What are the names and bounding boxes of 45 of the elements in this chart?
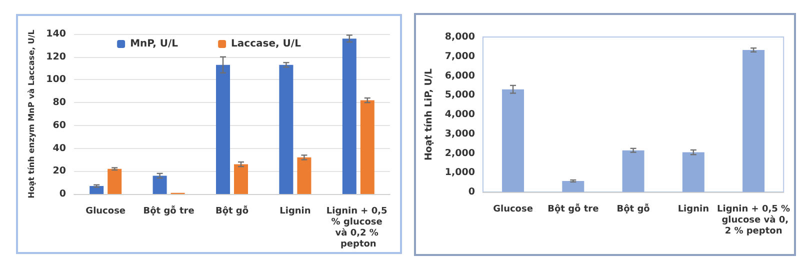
bar — [216, 64, 230, 194]
x-tick-label: Lignin + 0,5 % glucose và 0,2 % pepton — [716, 204, 790, 236]
bar — [622, 150, 644, 192]
y-tick-label: 0 — [59, 188, 66, 200]
y-tick-label: 6,000 — [444, 70, 476, 82]
bar — [502, 89, 524, 192]
bar — [279, 64, 294, 194]
y-tick-label: 3,000 — [444, 128, 476, 140]
y-tick-label: 140 — [46, 28, 66, 40]
y-tick-label: 7,000 — [444, 50, 476, 62]
x-tick-label: Lignin — [280, 206, 311, 216]
y-tick-label: 8,000 — [444, 32, 476, 42]
y-tick-label: 40 — [52, 142, 66, 154]
bar — [562, 180, 584, 192]
bar — [682, 152, 704, 192]
bar — [360, 100, 374, 194]
bar — [234, 164, 248, 194]
x-tick-label: Lignin + 0,5 % glucose và 0,2 % pepton — [326, 206, 390, 250]
x-tick-label: Bột gỗ tre — [143, 206, 194, 216]
y-tick-label: 5,000 — [444, 90, 476, 101]
bar — [90, 186, 104, 194]
bar — [297, 157, 312, 194]
x-tick-label: Bột gỗ — [215, 206, 249, 216]
y-tick-label: 1,000 — [444, 167, 476, 178]
x-tick-label: Bột gỗ — [616, 204, 650, 214]
y-tick-label: 80 — [52, 97, 66, 108]
bar — [342, 38, 356, 194]
x-tick-label: Glucose — [493, 204, 533, 214]
y-tick-label: 20 — [52, 166, 66, 177]
y-tick-label: 60 — [52, 120, 66, 131]
y-tick-label: 4,000 — [444, 109, 476, 120]
y-axis-title: Hoạt tính enzym MnP và Laccase, U/L — [26, 30, 36, 198]
bar — [152, 176, 167, 194]
bar — [742, 50, 765, 192]
x-tick-label: Bột gỗ tre — [548, 204, 599, 214]
y-tick-label: 2,000 — [444, 148, 476, 159]
bar — [108, 168, 122, 194]
y-tick-label: 100 — [46, 74, 66, 86]
x-tick-label: Glucose — [86, 206, 126, 216]
legend-label: Laccase, U/L — [231, 38, 302, 50]
y-axis-title: Hoạt tính LiP, U/L — [424, 68, 434, 161]
x-tick-label: Lignin — [678, 204, 709, 214]
legend-label: MnP, U/L — [130, 38, 179, 50]
y-tick-label: 0 — [468, 186, 476, 198]
y-tick-label: 120 — [46, 51, 66, 62]
